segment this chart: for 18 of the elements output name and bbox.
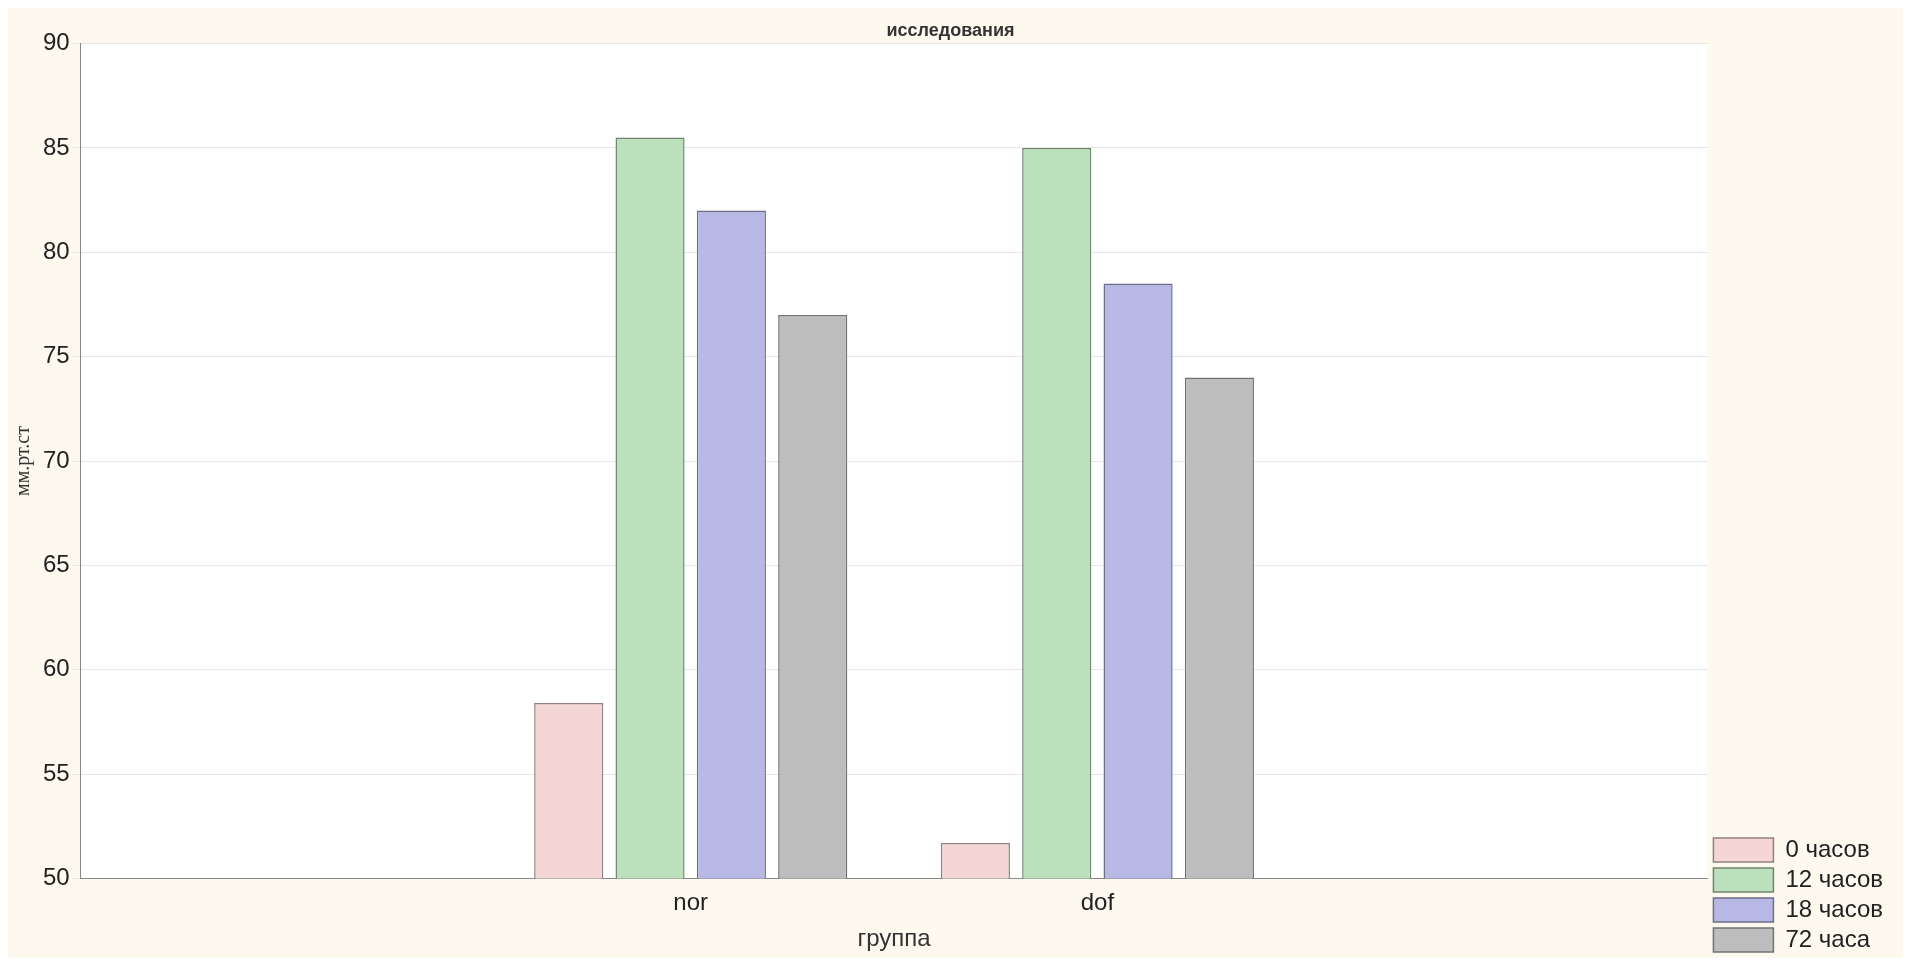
- legend-label: 0 часов: [1785, 834, 1870, 862]
- y-tick-label: 65: [42, 549, 70, 577]
- legend-label: 72 часа: [1785, 924, 1871, 952]
- y-tick-label: 75: [42, 341, 70, 369]
- y-tick-label: 55: [42, 758, 70, 786]
- y-tick-label: 85: [42, 132, 70, 160]
- x-axis-title: группа: [857, 924, 932, 952]
- y-tick-label: 80: [42, 236, 70, 264]
- legend-label: 18 часов: [1785, 894, 1884, 922]
- y-tick-label: 60: [42, 654, 70, 682]
- legend-label: 12 часов: [1785, 864, 1884, 892]
- x-tick-label: dof: [1080, 888, 1115, 916]
- y-tick-label: 50: [42, 863, 70, 891]
- x-tick-label: nor: [673, 888, 709, 916]
- y-tick-label: 70: [42, 445, 70, 473]
- chart-title: исследования: [886, 19, 1015, 40]
- y-axis-title: мм.рт.ст: [11, 425, 35, 496]
- y-tick-label: 90: [42, 28, 70, 56]
